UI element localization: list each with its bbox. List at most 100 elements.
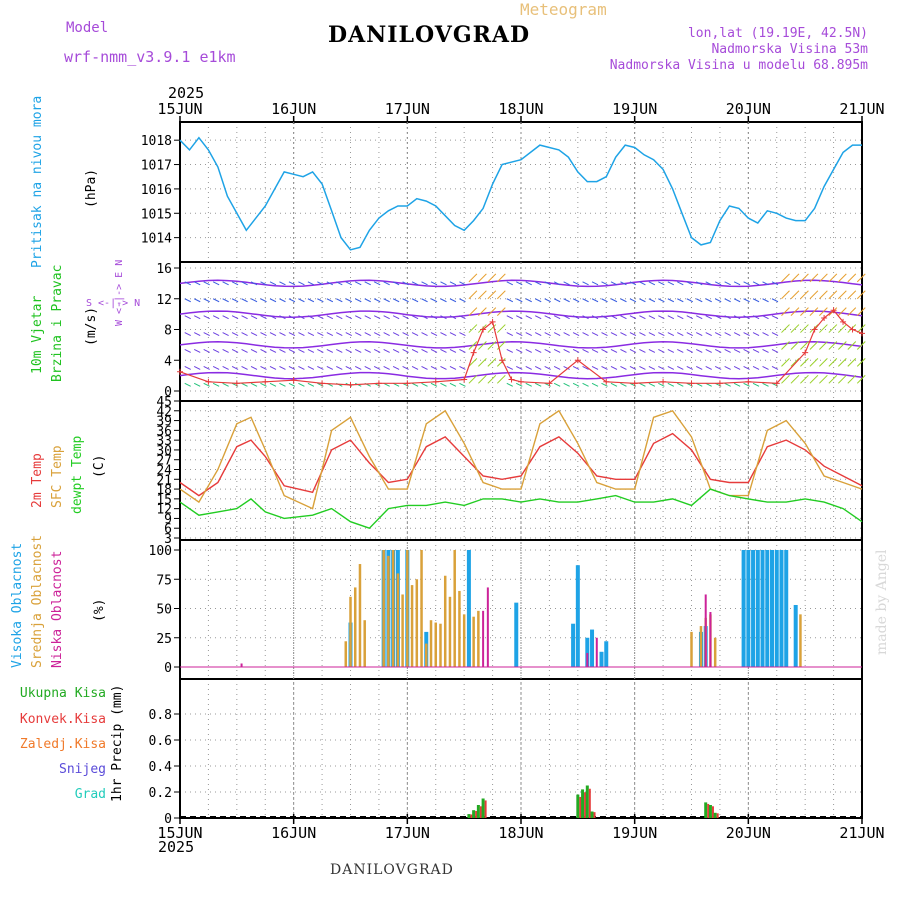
wind-point (347, 381, 354, 388)
wind-barb (421, 382, 428, 387)
wind-barb (648, 281, 656, 286)
wind-barb (516, 332, 523, 337)
wind-barb (288, 365, 296, 370)
cloud-low-bar (240, 663, 243, 667)
wind-barb (411, 382, 419, 387)
cloud-mid-bar (420, 550, 423, 667)
wind-point (660, 378, 667, 385)
wind-barb (392, 281, 400, 286)
wind-barb (591, 315, 599, 320)
wind-barb (193, 281, 201, 286)
wind-barb (496, 273, 506, 283)
cloud-mid-bar (448, 596, 452, 667)
wind-barb (771, 298, 779, 303)
wind-barb (392, 349, 400, 353)
wind-barb (317, 349, 324, 353)
wind-barb (837, 290, 847, 300)
cloud-high-bar (514, 602, 519, 667)
day-label-bottom: 19JUN (612, 824, 657, 842)
wind-barb (591, 365, 599, 370)
wind-barb (421, 365, 428, 370)
y-tick-label: 27 (156, 454, 172, 469)
wind-barb (743, 332, 750, 337)
wind-barb (847, 341, 857, 350)
wind-barb (307, 332, 315, 337)
wind-barb (819, 307, 828, 317)
wind-barb (392, 298, 400, 303)
day-label-top: 15JUN (157, 100, 202, 118)
wind-barb (620, 349, 627, 353)
wind-barb (402, 281, 409, 286)
cloud-mid-bar (713, 637, 717, 667)
wind-barb (193, 365, 201, 370)
y-tick-label: 24 (156, 464, 172, 479)
wind-barb (478, 358, 487, 367)
wind-barb (544, 281, 551, 286)
wind-barb (572, 349, 580, 353)
wind-barb (847, 358, 857, 367)
wind-barb (553, 349, 561, 353)
wind-barb (222, 382, 229, 387)
wind-barb (487, 374, 497, 384)
wind-barb (411, 332, 419, 337)
wind-barb (667, 298, 675, 303)
wind-barb (601, 382, 608, 387)
y-tick-label: 1017 (141, 159, 172, 174)
wind-barb (355, 332, 362, 337)
wind-barb (534, 382, 542, 387)
wind-barb (610, 349, 618, 353)
footer-station: DANILOVGRAD (330, 862, 454, 878)
wind-barb (800, 374, 809, 384)
wind-barb (373, 365, 381, 370)
wind-barb (752, 349, 760, 353)
model-altitude-text: Nadmorska Visina u modelu 68.895m (609, 58, 868, 73)
cloud-low-bar (595, 637, 598, 667)
wind-barb (790, 307, 800, 317)
wind-point (546, 380, 553, 387)
wind-barb (733, 315, 741, 320)
wind-barb (610, 332, 618, 337)
wind-barb (534, 365, 542, 370)
cloud-mid-bar (434, 622, 437, 667)
wind-barb (203, 281, 210, 286)
wind-barb (279, 382, 286, 387)
wind-barb (241, 298, 248, 303)
wind-barb (279, 365, 286, 370)
day-label-top: 20JUN (726, 100, 771, 118)
y-tick-label: 0.2 (149, 786, 172, 801)
wind-barb (800, 341, 809, 350)
y-tick-label: 25 (156, 632, 172, 647)
wind-barb (752, 281, 760, 286)
cloud-high-bar (770, 550, 775, 667)
wind-barb (269, 365, 277, 370)
wind-barb (496, 290, 506, 300)
y-tick-label: 21 (156, 473, 172, 488)
wind-barb (241, 281, 248, 286)
wind-barb (364, 298, 371, 303)
precip-bar (472, 810, 476, 818)
wind-barb (591, 382, 599, 387)
wind-barb (667, 315, 675, 320)
wind-barb (781, 341, 790, 350)
wind-barb (534, 298, 542, 303)
wind-barb (212, 315, 220, 320)
wind-barb (487, 307, 497, 317)
wind-barb (733, 298, 741, 303)
wind-barb (696, 298, 703, 303)
wind-barb (724, 349, 731, 353)
day-label-top: 16JUN (271, 100, 316, 118)
wind-barb (696, 349, 703, 353)
y-tick-label: 18 (156, 483, 172, 498)
wind-barb (705, 365, 712, 370)
wind-barb (411, 365, 419, 370)
wind-barb (563, 281, 570, 286)
meteogram-label: Meteogram (520, 0, 607, 19)
wind-barb (298, 281, 305, 286)
wind-barb (534, 315, 542, 320)
wind-barb (383, 349, 390, 353)
wind-point (480, 326, 487, 333)
wind-barb (364, 349, 371, 353)
wind-barb (620, 298, 627, 303)
wind-barb (856, 358, 866, 367)
wind-barb (184, 349, 191, 353)
